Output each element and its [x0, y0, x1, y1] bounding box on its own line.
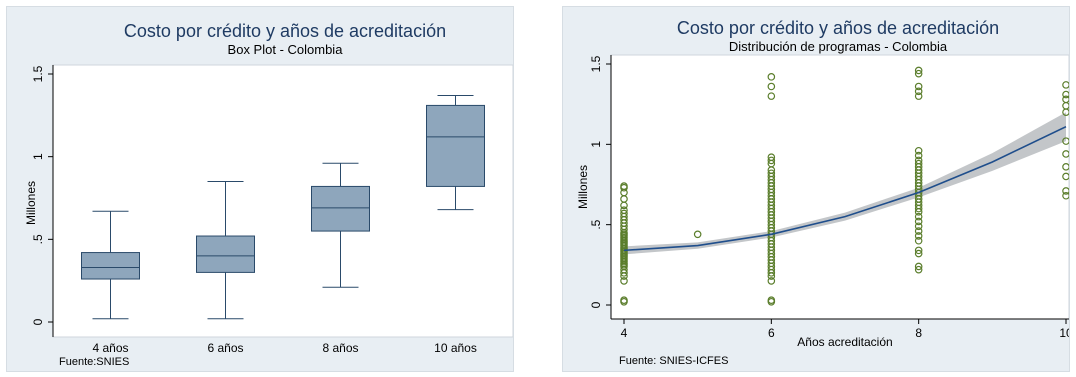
scatter-chart: Costo por crédito y años de acreditación…: [576, 18, 1069, 367]
box: [81, 252, 140, 280]
scatter-point: [1062, 172, 1069, 181]
scatter-point: [767, 153, 776, 161]
y-tick-label: 1: [589, 141, 603, 148]
scatter-point: [914, 92, 923, 100]
source-note: Fuente: SNIES-ICFES: [619, 355, 728, 367]
chart-subtitle: Distribución de programas - Colombia: [729, 39, 948, 54]
plot-area: [610, 54, 1069, 320]
scatter-point: [914, 146, 923, 155]
scatter-point: [767, 92, 776, 100]
scatter-panel: Costo por crédito y años de acreditación…: [562, 6, 1070, 372]
x-tick-label: 4: [621, 326, 628, 340]
scatter-point: [767, 169, 776, 178]
boxplot-chart: Costo por crédito y años de acreditación…: [24, 21, 513, 368]
scatter-point: [914, 249, 923, 258]
scatter-point: [1062, 163, 1069, 171]
box: [426, 104, 485, 187]
scatter-point: [914, 87, 923, 96]
y-tick-label: .5: [31, 234, 45, 244]
scatter-point: [914, 156, 923, 165]
scatter-point: [620, 277, 628, 285]
fit-line: [623, 125, 1067, 252]
scatter-point: [767, 296, 776, 304]
scatter-point: [914, 66, 923, 75]
x-tick-label: 8: [915, 326, 922, 340]
x-axis-label: Años acreditación: [797, 335, 892, 349]
scatter-point: [914, 236, 923, 245]
chart-subtitle: Box Plot - Colombia: [228, 42, 344, 57]
scatter-point: [767, 156, 776, 165]
scatter-point: [1062, 137, 1069, 145]
scatter-point: [914, 227, 923, 235]
y-axis-label: Millones: [576, 165, 590, 209]
source-note: Fuente:SNIES: [59, 356, 129, 368]
scatter-point: [620, 296, 628, 304]
y-tick-label: .5: [589, 219, 603, 229]
chart-title: Costo por crédito y años de acreditación: [677, 18, 999, 38]
scatter-point: [767, 73, 776, 81]
scatter-point: [914, 151, 923, 160]
chart-title: Costo por crédito y años de acreditación: [124, 21, 446, 41]
scatter-point: [914, 222, 923, 231]
x-category-label: 4 años: [92, 341, 128, 355]
y-tick-label: 1.5: [589, 55, 603, 72]
scatter-point: [1062, 187, 1069, 195]
x-tick-label: 6: [768, 326, 775, 340]
scatter-point: [914, 232, 923, 240]
scatter-point: [1062, 150, 1069, 158]
scatter-point: [914, 69, 923, 78]
scatter-point: [620, 182, 628, 190]
scatter-point: [620, 209, 628, 218]
scatter-point: [1062, 81, 1069, 89]
y-tick-label: 0: [31, 318, 45, 325]
scatter-point: [1062, 90, 1069, 99]
scatter-point: [767, 277, 776, 285]
scatter-point: [767, 82, 776, 91]
box: [311, 185, 370, 232]
x-category-label: 10 años: [434, 341, 477, 355]
boxplot-panel: Costo por crédito y años de acreditación…: [6, 6, 514, 372]
scatter-point: [914, 262, 923, 271]
y-tick-label: 1: [31, 153, 45, 160]
scatter-point: [914, 212, 923, 221]
scatter-point: [914, 246, 923, 255]
scatter-point: [914, 217, 923, 226]
x-category-label: 8 años: [322, 341, 358, 355]
x-tick-label: 10: [1059, 326, 1069, 340]
scatter-point: [914, 265, 923, 274]
scatter-point: [1062, 191, 1069, 200]
y-tick-label: 1.5: [31, 65, 45, 82]
y-axis-label: Millones: [24, 181, 38, 225]
box: [196, 235, 255, 273]
scatter-point: [1062, 95, 1069, 104]
scatter-point: [693, 230, 702, 239]
x-category-label: 6 años: [207, 341, 243, 355]
scatter-point: [620, 206, 628, 215]
y-tick-label: 0: [589, 301, 603, 308]
scatter-point: [914, 159, 923, 168]
scatter-point: [914, 82, 923, 91]
